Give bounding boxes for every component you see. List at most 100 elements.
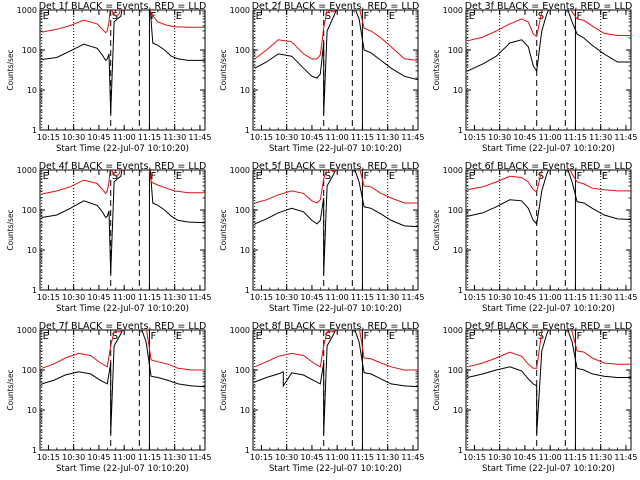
panel-title: Det 1f BLACK = Events, RED = LLD <box>39 1 207 12</box>
y-axis-label: Counts/sec <box>432 209 441 250</box>
x-tick-label: 11:15 <box>138 133 161 142</box>
marker-label: E <box>389 11 395 22</box>
x-tick-label: 11:30 <box>163 453 186 462</box>
y-tick-label: 1 <box>245 126 250 135</box>
y-tick-label: 10 <box>27 406 37 415</box>
x-tick-label: 11:45 <box>401 293 424 302</box>
panel-title: Det 3f BLACK = Events, RED = LLD <box>465 1 633 12</box>
x-tick-label: 11:00 <box>113 453 136 462</box>
x-tick-label: 11:00 <box>326 453 349 462</box>
marker-label: E <box>389 331 395 342</box>
marker-label: E <box>43 331 49 342</box>
y-tick-label: 10 <box>453 246 463 255</box>
x-tick-label: 10:45 <box>300 133 323 142</box>
panel-title: Det 4f BLACK = Events, RED = LLD <box>39 161 207 172</box>
marker-label: S <box>112 331 118 342</box>
series-line-lld <box>254 10 418 61</box>
y-axis-label: Counts/sec <box>432 49 441 90</box>
x-tick-label: 11:45 <box>188 133 211 142</box>
x-tick-label: 10:15 <box>37 133 60 142</box>
series-group <box>467 10 631 73</box>
x-tick-label: 10:15 <box>463 293 486 302</box>
marker-label: E <box>176 11 182 22</box>
x-tick-label: 11:00 <box>326 293 349 302</box>
x-tick-label: 11:15 <box>138 453 161 462</box>
plot-frame <box>39 169 206 291</box>
y-tick-label: 100 <box>235 46 250 55</box>
y-axis-label: Counts/sec <box>219 369 228 410</box>
marker-label: E <box>176 331 182 342</box>
x-tick-label: 10:15 <box>250 293 273 302</box>
marker-label: F <box>150 171 156 182</box>
marker-label: E <box>43 171 49 182</box>
panel-title: Det 5f BLACK = Events, RED = LLD <box>252 161 420 172</box>
x-tick-label: 10:15 <box>463 133 486 142</box>
y-tick-label: 1 <box>458 286 463 295</box>
marker-label: E <box>256 11 262 22</box>
x-tick-label: 10:45 <box>87 293 110 302</box>
y-tick-label: 1000 <box>443 326 463 335</box>
x-axis-label: Start Time (22-Jul-07 10:10:20) <box>482 144 615 154</box>
y-tick-label: 100 <box>235 366 250 375</box>
series-line-events <box>41 170 205 275</box>
x-axis-label: Start Time (22-Jul-07 10:10:20) <box>482 304 615 314</box>
marker-label: F <box>363 331 369 342</box>
x-tick-label: 11:45 <box>614 453 637 462</box>
series-line-lld <box>41 10 205 34</box>
chart-panel-6: Det 6f BLACK = Events, RED = LLD Counts/s… <box>432 161 637 314</box>
x-tick-label: 11:00 <box>326 133 349 142</box>
x-tick-label: 10:15 <box>250 453 273 462</box>
y-tick-label: 10 <box>453 406 463 415</box>
x-tick-label: 10:45 <box>87 133 110 142</box>
marker-label: F <box>363 171 369 182</box>
x-tick-label: 10:15 <box>37 293 60 302</box>
x-tick-label: 10:15 <box>250 133 273 142</box>
x-tick-label: 10:30 <box>488 293 511 302</box>
series-line-events <box>254 170 418 275</box>
marker-label: E <box>469 331 475 342</box>
y-axis-label: Counts/sec <box>6 209 15 250</box>
x-axis-label: Start Time (22-Jul-07 10:10:20) <box>56 304 189 314</box>
x-tick-label: 10:45 <box>300 293 323 302</box>
series-line-events <box>41 10 205 115</box>
x-tick-label: 10:15 <box>463 453 486 462</box>
x-tick-label: 11:00 <box>113 293 136 302</box>
y-tick-label: 1 <box>458 446 463 455</box>
y-tick-label: 1000 <box>230 166 250 175</box>
y-tick-label: 10 <box>240 406 250 415</box>
series-group <box>41 330 205 435</box>
x-tick-label: 10:45 <box>300 453 323 462</box>
x-tick-label: 10:30 <box>488 133 511 142</box>
x-tick-label: 11:15 <box>351 133 374 142</box>
y-tick-label: 1000 <box>230 326 250 335</box>
x-tick-label: 11:45 <box>614 293 637 302</box>
x-tick-label: 11:45 <box>401 133 424 142</box>
x-tick-label: 11:15 <box>564 133 587 142</box>
marker-label: F <box>363 11 369 22</box>
x-tick-label: 10:30 <box>275 293 298 302</box>
chart-panel-4: Det 4f BLACK = Events, RED = LLD Counts/s… <box>6 161 211 314</box>
x-tick-label: 11:30 <box>376 293 399 302</box>
panel-title: Det 6f BLACK = Events, RED = LLD <box>465 161 633 172</box>
x-tick-label: 10:45 <box>513 453 536 462</box>
y-tick-label: 1000 <box>17 326 37 335</box>
x-tick-label: 11:00 <box>539 453 562 462</box>
y-tick-label: 10 <box>240 86 250 95</box>
series-line-lld <box>254 330 418 371</box>
series-group <box>467 170 631 225</box>
x-tick-label: 11:45 <box>401 453 424 462</box>
panel-title: Det 8f BLACK = Events, RED = LLD <box>252 321 420 332</box>
x-tick-label: 11:45 <box>614 133 637 142</box>
marker-label: F <box>576 11 582 22</box>
y-tick-label: 100 <box>448 206 463 215</box>
series-line-events <box>254 330 418 435</box>
series-group <box>254 10 418 115</box>
marker-label: S <box>112 171 118 182</box>
y-tick-label: 100 <box>22 46 37 55</box>
x-tick-label: 11:30 <box>163 133 186 142</box>
series-line-lld <box>254 170 418 204</box>
series-line-lld <box>467 170 631 193</box>
chart-panel-2: Det 2f BLACK = Events, RED = LLD Counts/s… <box>219 1 424 154</box>
y-axis-label: Counts/sec <box>219 209 228 250</box>
chart-panel-5: Det 5f BLACK = Events, RED = LLD Counts/s… <box>219 161 424 314</box>
